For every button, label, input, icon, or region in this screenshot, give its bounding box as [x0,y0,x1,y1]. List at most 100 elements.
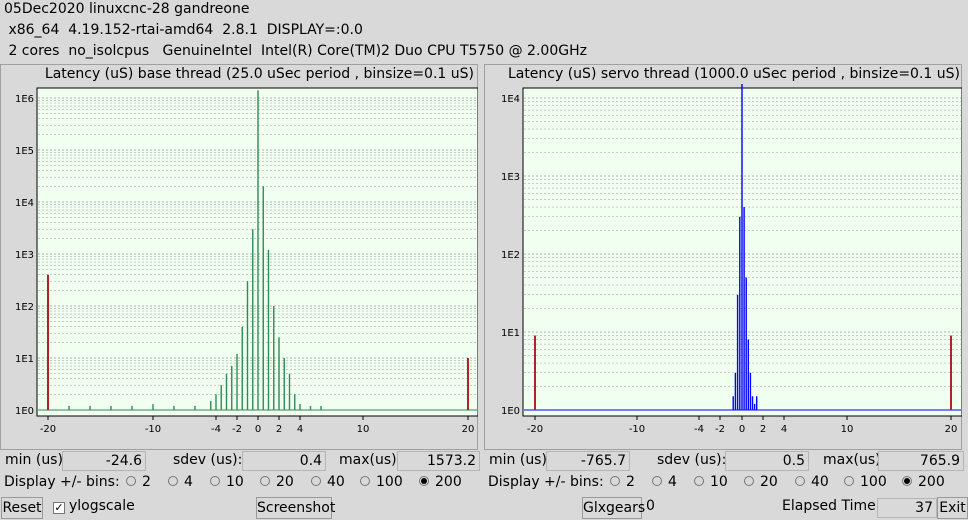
histogram-bar [745,277,747,410]
x-tick-label: 20 [462,424,475,435]
histogram-bar [288,373,291,410]
ylogscale-label: ylogscale [69,498,135,514]
bins-radio-2[interactable] [126,476,136,486]
bins-radio-4[interactable] [652,476,662,486]
histogram-bar [753,403,756,410]
min-value: -24.6 [62,451,146,471]
bins-radio-200-label: 200 [918,474,945,490]
histogram-bar [68,405,70,410]
bins-radio-200[interactable] [419,476,429,486]
x-tick-label: 10 [841,424,854,435]
bins-radio-10[interactable] [210,476,220,486]
histogram-bar [225,373,228,410]
reset-button[interactable]: Reset [1,497,43,519]
x-tick-label: 4 [297,424,303,435]
bins-radio-100[interactable] [844,476,854,486]
histogram-bar [747,339,749,410]
x-tick-label: 10 [357,424,370,435]
servo-thread-stats: min (us) -765.7 sdev (us): 0.5 max(us) 7… [484,450,964,472]
bins-radio-4-label: 4 [668,474,677,490]
histogram-bar [110,405,112,410]
y-tick-label: 1E0 [501,406,520,417]
bins-radio-100-label: 100 [376,474,403,490]
bins-radio-10-label: 10 [226,474,244,490]
histogram-bar [320,405,322,410]
header-line-2: x86_64 4.19.152-rtai-amd64 2.8.1 DISPLAY… [4,22,363,38]
histogram-bar [267,249,270,410]
y-tick-label: 1E2 [501,250,520,261]
x-tick-label: 2 [760,424,766,435]
histogram-bar [215,394,217,410]
bins-radio-40[interactable] [795,476,805,486]
histogram-bar [751,396,754,410]
bins-radio-4[interactable] [168,476,178,486]
histogram-bar [739,216,741,410]
bins-radio-20[interactable] [260,476,270,486]
histogram-bar [743,207,745,410]
y-tick-label: 1E5 [15,146,34,157]
min-label: min (us) [489,452,547,468]
bins-radio-100-label: 100 [860,474,887,490]
bins-radio-2[interactable] [610,476,620,486]
header-line-3: 2 cores no_isolcpus GenuineIntel Intel(R… [4,43,587,59]
sdev-value: 0.4 [242,451,326,471]
bins-radio-200-label: 200 [435,474,462,490]
bins-radio-20[interactable] [744,476,754,486]
histogram-bar [194,405,196,410]
histogram-bar [220,385,222,410]
bins-radio-40[interactable] [311,476,321,486]
y-tick-label: 1E3 [501,172,520,183]
header-line-1: 05Dec2020 linuxcnc-28 gandreone [4,1,250,17]
ylogscale-checkbox[interactable]: ✓ [53,501,65,514]
y-tick-label: 1E1 [501,328,520,339]
sdev-value: 0.5 [725,451,809,471]
bins-radio-10-label: 10 [710,474,728,490]
bins-radio-4-label: 4 [184,474,193,490]
elapsed-time-value: 37 [877,498,937,518]
screenshot-button[interactable]: Screenshot [256,497,335,519]
bins-radio-10[interactable] [694,476,704,486]
glxgears-button[interactable]: Glxgears [582,497,645,519]
histogram-bar [173,405,175,410]
max-label: max(us) [823,452,881,468]
y-tick-label: 1E1 [15,354,34,365]
max-label: max(us) [339,452,397,468]
y-tick-label: 1E4 [501,94,520,105]
exit-button[interactable]: Exit [937,497,968,519]
bins-radio-20-label: 20 [760,474,778,490]
histogram-bar [210,400,212,410]
histogram-bar [950,335,952,410]
histogram-bar [732,396,734,410]
bins-radio-200[interactable] [902,476,912,486]
servo-thread-title: Latency (uS) servo thread (1000.0 uSec p… [507,66,960,82]
histogram-bar [299,404,301,410]
histogram-bar [236,353,238,410]
bins-radio-100[interactable] [360,476,370,486]
x-tick-label: 0 [255,424,261,435]
y-tick-label: 1E2 [15,302,34,313]
base-thread-title: Latency (uS) base thread (25.0 uSec peri… [44,66,474,82]
histogram-bar [294,394,296,410]
histogram-bar [309,405,312,410]
histogram-bar [231,366,233,410]
glxgears-count: 0 [646,498,655,514]
histogram-bar [736,294,739,410]
y-tick-label: 1E4 [15,198,34,209]
histogram-bar [749,372,752,410]
base-thread-panel: Latency (uS) base thread (25.0 uSec peri… [0,64,480,496]
base-thread-bins: Display +/- bins: 2 4 10 20 40 100 200 [0,473,478,495]
elapsed-time-label: Elapsed Time: [782,498,881,514]
histogram-bar [89,405,91,410]
x-tick-label: 0 [739,424,745,435]
histogram-bar [47,274,49,410]
x-tick-label: -4 [694,424,704,435]
bins-radio-40-label: 40 [811,474,829,490]
x-tick-label: -20 [40,424,56,435]
histogram-bar [257,90,259,411]
histogram-bar [152,404,154,410]
histogram-bar [756,396,758,410]
x-tick-label: -4 [211,424,221,435]
sdev-label: sdev (us): [173,452,243,468]
base-thread-stats: min (us) -24.6 sdev (us): 0.4 max(us) 15… [0,450,480,472]
